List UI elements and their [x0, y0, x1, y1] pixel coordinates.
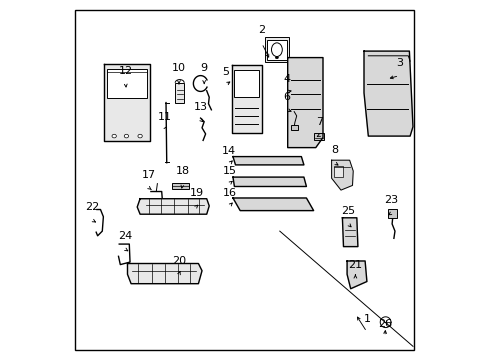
- Text: 13: 13: [193, 102, 207, 112]
- Ellipse shape: [271, 43, 282, 57]
- Text: 8: 8: [330, 145, 337, 155]
- Ellipse shape: [275, 57, 278, 59]
- Polygon shape: [342, 218, 357, 247]
- Bar: [313, 133, 324, 140]
- Polygon shape: [127, 264, 202, 284]
- Text: 11: 11: [157, 112, 171, 122]
- Polygon shape: [231, 65, 261, 133]
- Text: 4: 4: [283, 74, 290, 84]
- Text: 5: 5: [222, 67, 229, 77]
- Text: 26: 26: [377, 319, 391, 329]
- Polygon shape: [104, 64, 150, 141]
- Polygon shape: [232, 177, 306, 186]
- Text: 24: 24: [118, 231, 132, 241]
- Text: 23: 23: [384, 195, 398, 205]
- Text: 17: 17: [142, 170, 156, 180]
- Bar: [291, 125, 298, 130]
- Text: 3: 3: [395, 58, 402, 68]
- Polygon shape: [287, 58, 322, 148]
- Bar: [264, 37, 288, 62]
- Polygon shape: [331, 160, 352, 190]
- Text: 9: 9: [200, 63, 207, 73]
- Polygon shape: [232, 198, 313, 211]
- Bar: [175, 83, 184, 103]
- Bar: [387, 209, 396, 218]
- Bar: [234, 70, 258, 97]
- Text: 2: 2: [258, 25, 265, 35]
- Text: 12: 12: [119, 66, 132, 76]
- Text: 22: 22: [85, 202, 100, 212]
- Ellipse shape: [187, 273, 194, 280]
- Bar: [107, 69, 146, 98]
- Ellipse shape: [112, 134, 116, 138]
- Text: 18: 18: [175, 166, 189, 176]
- Text: 15: 15: [222, 166, 236, 176]
- Text: 6: 6: [283, 92, 290, 102]
- Text: 25: 25: [341, 206, 354, 216]
- Text: 21: 21: [347, 260, 362, 270]
- Bar: [266, 40, 286, 60]
- Text: 14: 14: [222, 146, 236, 156]
- Text: 20: 20: [172, 256, 185, 266]
- Polygon shape: [363, 51, 412, 136]
- Text: 19: 19: [189, 188, 203, 198]
- Bar: [333, 166, 342, 177]
- Text: 16: 16: [222, 188, 236, 198]
- Bar: [171, 183, 189, 189]
- Polygon shape: [346, 261, 366, 289]
- Text: 7: 7: [316, 117, 323, 127]
- Text: 10: 10: [172, 63, 185, 73]
- Text: 1: 1: [363, 314, 369, 324]
- Ellipse shape: [124, 134, 128, 138]
- Polygon shape: [232, 157, 303, 165]
- Ellipse shape: [138, 134, 142, 138]
- Polygon shape: [137, 199, 209, 214]
